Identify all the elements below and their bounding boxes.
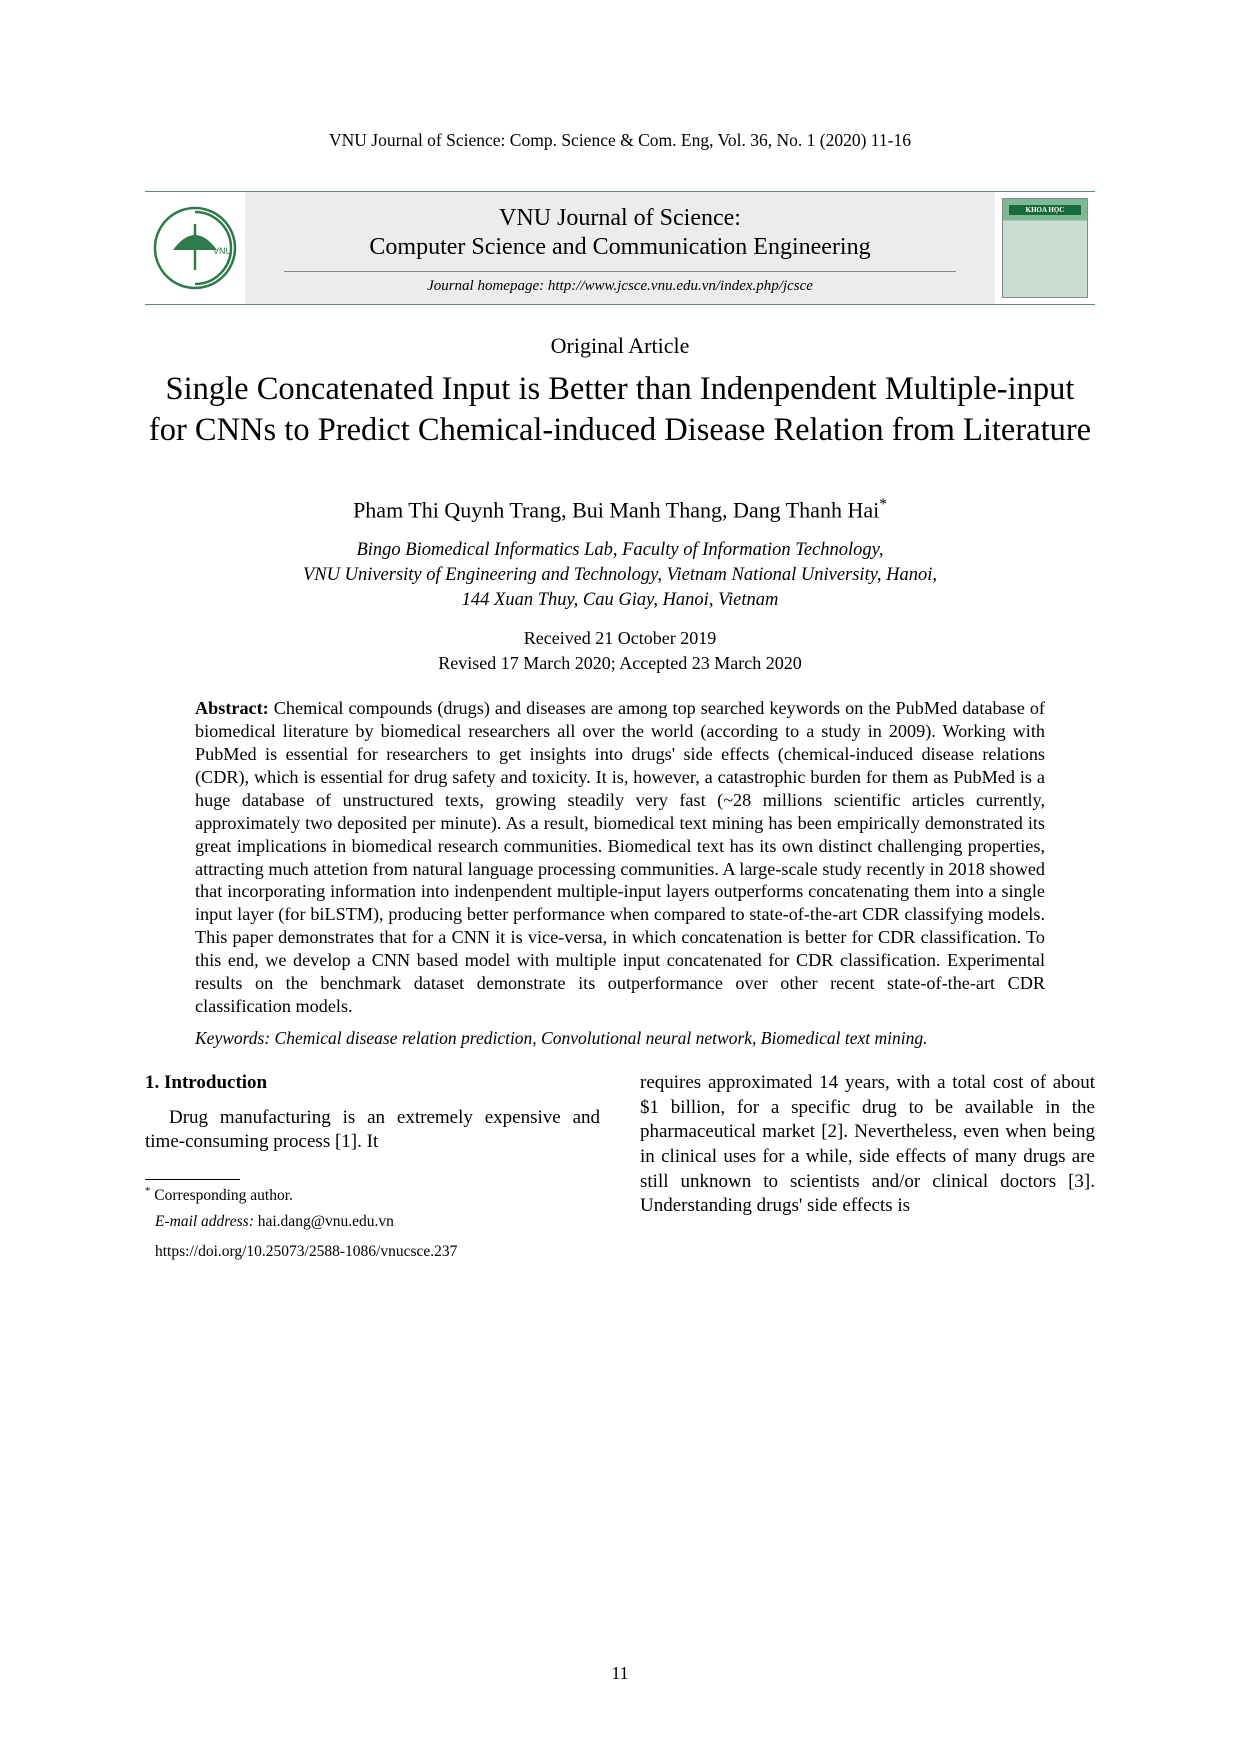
footnote-marker: * xyxy=(145,1185,150,1197)
keywords: Keywords: Chemical disease relation pred… xyxy=(145,1028,1095,1049)
email-label: E-mail address: xyxy=(155,1213,254,1230)
affiliation-line1: Bingo Biomedical Informatics Lab, Facult… xyxy=(145,538,1095,563)
journal-homepage: Journal homepage: http://www.jcsce.vnu.e… xyxy=(427,278,813,295)
date-received: Received 21 October 2019 xyxy=(145,626,1095,650)
banner-center: VNU Journal of Science: Computer Science… xyxy=(245,192,995,304)
article-type: Original Article xyxy=(145,333,1095,359)
page-number: 11 xyxy=(0,1663,1240,1684)
affiliation: Bingo Biomedical Informatics Lab, Facult… xyxy=(145,538,1095,613)
footnote-email: E-mail address: hai.dang@vnu.edu.vn xyxy=(145,1211,600,1233)
footnote-corresponding: * Corresponding author. xyxy=(145,1184,600,1207)
left-column: 1. Introduction Drug manufacturing is an… xyxy=(145,1071,600,1266)
running-header: VNU Journal of Science: Comp. Science & … xyxy=(145,130,1095,151)
author-list: Pham Thi Quynh Trang, Bui Manh Thang, Da… xyxy=(145,496,1095,523)
affiliation-line2: VNU University of Engineering and Techno… xyxy=(145,563,1095,588)
affiliation-line3: 144 Xuan Thuy, Cau Giay, Hanoi, Vietnam xyxy=(145,588,1095,613)
abstract-text: Abstract: Chemical compounds (drugs) and… xyxy=(195,697,1045,1018)
abstract-label: Abstract: xyxy=(195,698,269,718)
body-columns: 1. Introduction Drug manufacturing is an… xyxy=(145,1071,1095,1266)
date-revised-accepted: Revised 17 March 2020; Accepted 23 March… xyxy=(145,651,1095,675)
footnote-corresponding-text: Corresponding author. xyxy=(154,1187,293,1204)
email-address: hai.dang@vnu.edu.vn xyxy=(258,1213,394,1230)
journal-name-line1: VNU Journal of Science: xyxy=(499,205,741,232)
footnote-rule xyxy=(145,1179,240,1180)
footnotes: * Corresponding author. E-mail address: … xyxy=(145,1184,600,1262)
banner-divider xyxy=(284,271,956,272)
authors-text: Pham Thi Quynh Trang, Bui Manh Thang, Da… xyxy=(353,498,879,523)
abstract-block: Abstract: Chemical compounds (drugs) and… xyxy=(145,697,1095,1018)
right-column: requires approximated 14 years, with a t… xyxy=(640,1071,1095,1266)
journal-name-line2: Computer Science and Communication Engin… xyxy=(369,234,870,261)
vnu-logo: VNU xyxy=(145,192,245,304)
journal-cover-thumb: KHOA HỌC xyxy=(995,192,1095,304)
intro-left-para: Drug manufacturing is an extremely expen… xyxy=(145,1106,600,1155)
footnote-doi: https://doi.org/10.25073/2588-1086/vnucs… xyxy=(145,1241,600,1263)
article-dates: Received 21 October 2019 Revised 17 Marc… xyxy=(145,626,1095,675)
abstract-body: Chemical compounds (drugs) and diseases … xyxy=(195,698,1045,1016)
section-heading-intro: 1. Introduction xyxy=(145,1071,600,1096)
corresponding-marker: * xyxy=(879,496,887,513)
vnu-logo-text: VNU xyxy=(213,246,232,256)
journal-banner: VNU VNU Journal of Science: Computer Sci… xyxy=(145,191,1095,305)
intro-right-para: requires approximated 14 years, with a t… xyxy=(640,1071,1095,1219)
cover-strip-text: KHOA HỌC xyxy=(1009,205,1081,215)
paper-title: Single Concatenated Input is Better than… xyxy=(145,369,1095,450)
